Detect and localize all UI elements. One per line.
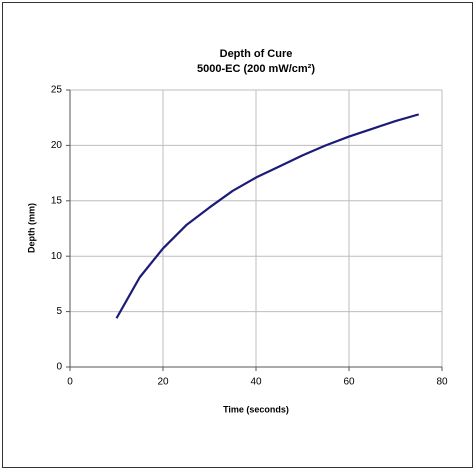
y-tick-label: 15 (51, 195, 63, 206)
y-tick-label: 0 (56, 362, 62, 373)
x-axis-label: Time (seconds) (223, 404, 289, 414)
y-tick-label: 10 (51, 251, 63, 262)
y-axis-label: Depth (mm) (26, 203, 36, 253)
y-tick-label: 20 (51, 140, 63, 151)
chart-title: Depth of Cure (220, 48, 293, 60)
y-tick-label: 5 (56, 306, 62, 317)
y-tick-label: 25 (51, 85, 63, 96)
x-tick-label: 40 (250, 377, 262, 388)
data-line (115, 113, 420, 319)
chart-subtitle: 5000-EC (200 mW/cm²) (197, 63, 315, 75)
x-tick-label: 80 (436, 377, 448, 388)
frame (2, 2, 473, 468)
x-tick-label: 20 (157, 377, 169, 388)
x-tick-label: 0 (67, 377, 73, 388)
x-tick-label: 60 (343, 377, 355, 388)
